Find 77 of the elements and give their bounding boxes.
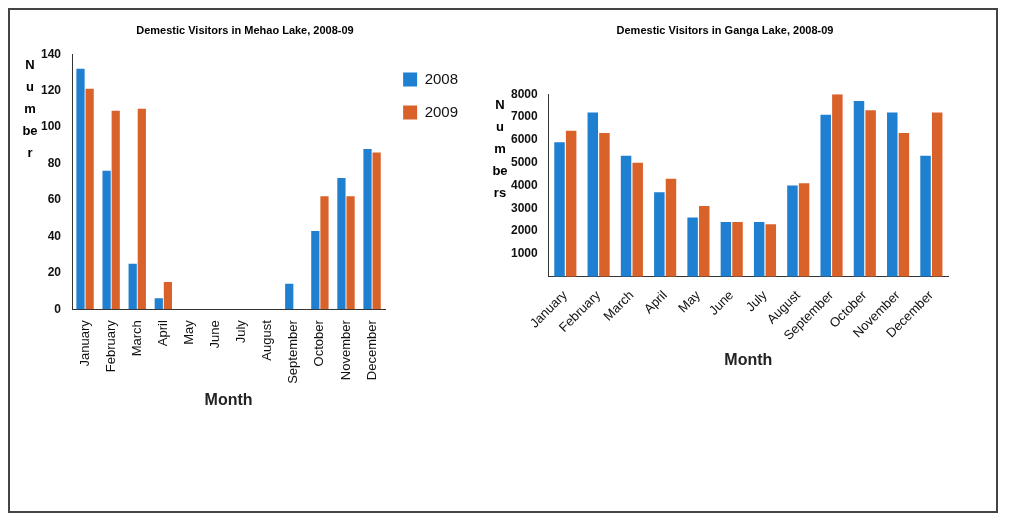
y-axis-title: Numbers — [492, 96, 508, 202]
bar — [372, 152, 381, 310]
x-tick-label: April — [154, 320, 170, 347]
y-tick-label: 4000 — [510, 177, 539, 192]
y-tick-label: 20 — [47, 265, 62, 280]
y-tick-label: 80 — [47, 155, 62, 170]
bar — [898, 133, 910, 277]
y-tick-label: 120 — [40, 82, 62, 97]
y-axis-title: Number — [22, 56, 38, 162]
bar — [732, 222, 743, 277]
x-tick-label: February — [102, 319, 118, 373]
bar — [599, 133, 610, 277]
bar — [820, 114, 831, 277]
y-tick-label: 40 — [47, 228, 62, 243]
x-tick-label: October — [311, 319, 327, 367]
chart-title: Demestic Visitors in Ganga Lake, 2008-09 — [616, 24, 834, 38]
bar — [632, 162, 643, 277]
x-tick-label: August — [259, 319, 275, 361]
bar — [931, 112, 943, 277]
bar — [346, 196, 355, 310]
chart-title: Demestic Visitors in Mehao Lake, 2008-09 — [136, 24, 354, 38]
y-tick-label: 100 — [40, 119, 62, 134]
bar — [887, 112, 898, 277]
x-tick-label: July — [233, 319, 249, 344]
bar — [665, 178, 677, 277]
bar — [137, 108, 146, 310]
bar — [699, 206, 710, 277]
y-tick-label: 6000 — [510, 132, 539, 147]
y-tick-label: 140 — [40, 46, 62, 61]
bar — [765, 224, 777, 277]
x-tick-label: May — [181, 319, 197, 345]
y-tick-label: 60 — [47, 192, 62, 207]
x-axis-title: Month — [204, 390, 253, 408]
x-axis-title: Month — [724, 350, 773, 368]
legend-label: 2009 — [424, 102, 459, 120]
bar — [285, 283, 294, 310]
bar — [753, 222, 765, 277]
bar — [920, 155, 931, 277]
legend-label: 2008 — [424, 69, 459, 87]
x-tick-label: July — [742, 287, 770, 315]
bar — [102, 170, 111, 310]
bar — [154, 298, 163, 310]
x-tick-label: September — [285, 319, 301, 384]
bar — [85, 88, 94, 310]
x-tick-label: December — [363, 319, 379, 381]
x-tick-label: November — [337, 319, 353, 381]
bar — [587, 112, 599, 277]
bar — [654, 192, 665, 277]
bar — [163, 281, 173, 310]
bar — [832, 94, 843, 277]
bar — [620, 155, 632, 277]
bar — [687, 217, 698, 277]
x-tick-label: January — [76, 319, 92, 367]
bar — [798, 183, 810, 277]
y-tick-label: 7000 — [510, 109, 539, 124]
bar — [565, 130, 577, 277]
bar — [128, 263, 137, 310]
bar — [720, 222, 732, 277]
bar — [111, 110, 120, 310]
bar — [554, 142, 565, 277]
y-tick-label: 3000 — [510, 200, 539, 215]
y-tick-label: 1000 — [510, 246, 539, 261]
bar — [853, 101, 865, 277]
bar — [337, 178, 346, 310]
x-tick-label: June — [207, 320, 223, 349]
y-tick-label: 5000 — [510, 154, 539, 169]
y-tick-label: 0 — [54, 301, 62, 316]
y-tick-label: 8000 — [510, 86, 539, 101]
bar — [363, 148, 372, 310]
bar — [311, 230, 320, 310]
bar — [787, 185, 798, 277]
bar — [320, 196, 329, 310]
x-tick-label: May — [675, 287, 704, 316]
bar — [865, 110, 876, 277]
y-tick-label: 2000 — [510, 223, 539, 238]
x-tick-label: March — [128, 320, 144, 357]
bar — [76, 68, 85, 310]
